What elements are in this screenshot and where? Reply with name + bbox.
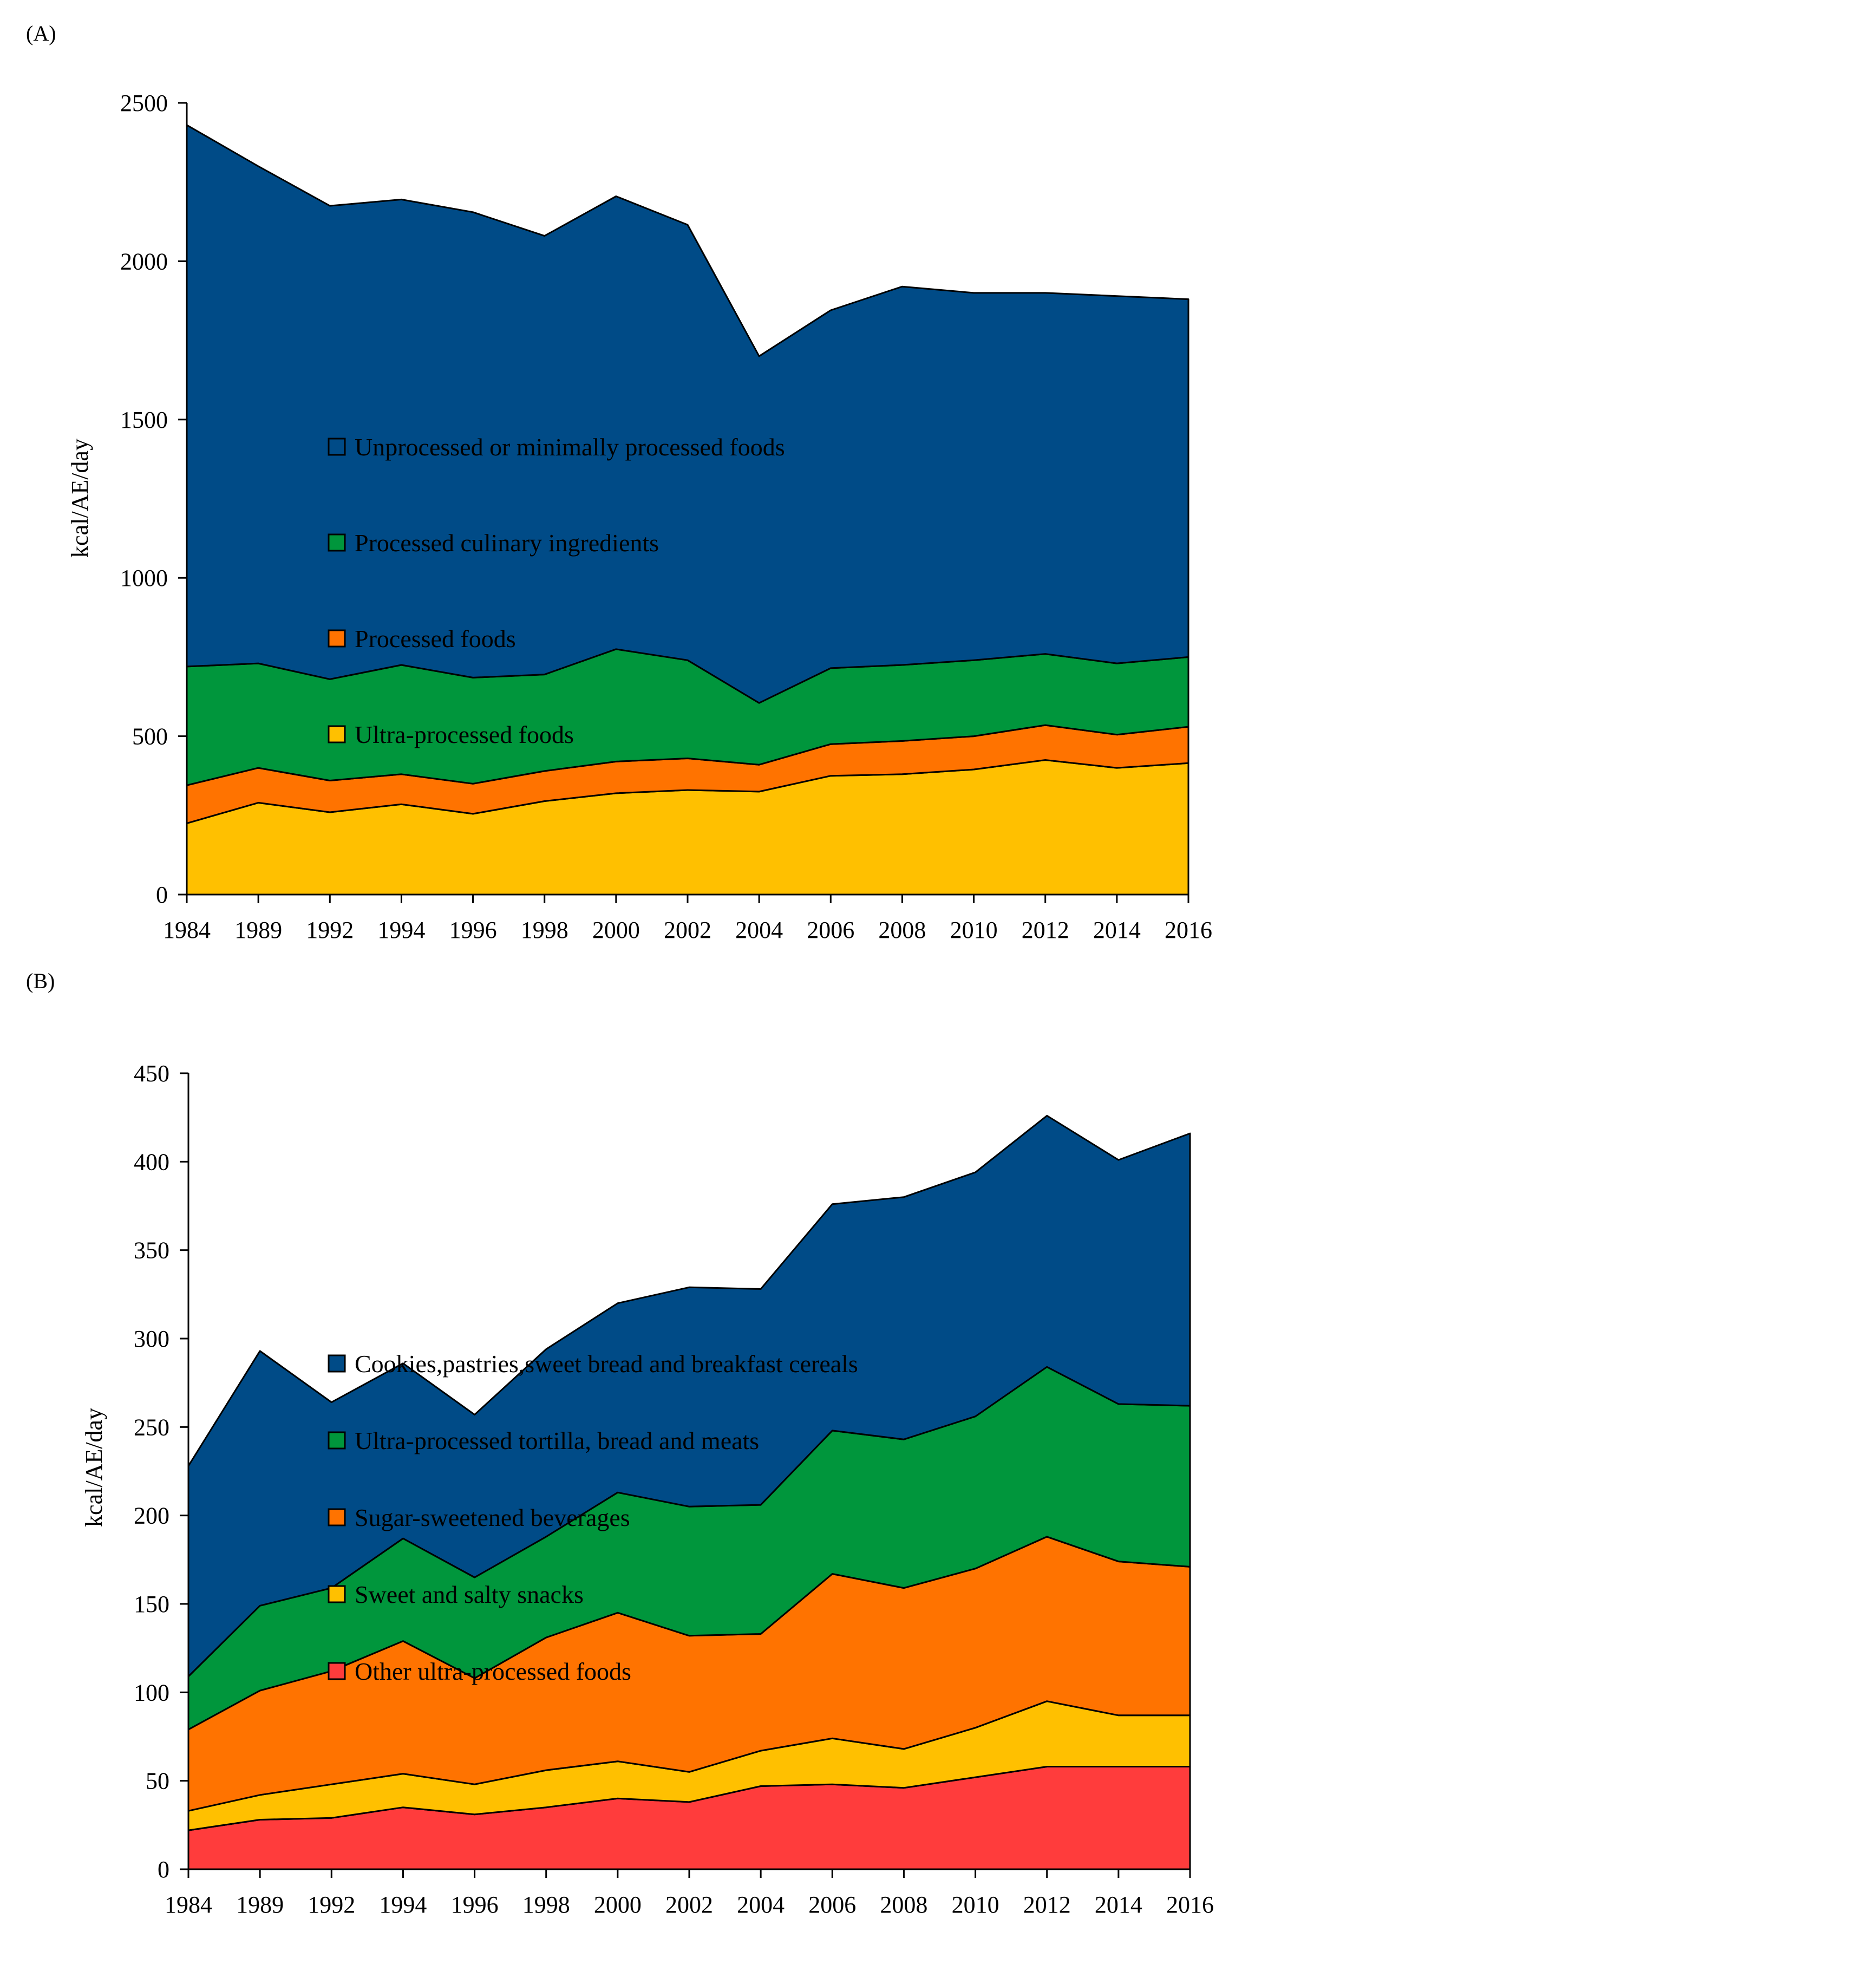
panel-b-x-tick-label: 2010: [952, 1891, 999, 1918]
panel-b-y-tick-label: 50: [146, 1768, 169, 1795]
panel-b-y-tick-label: 250: [134, 1414, 169, 1440]
panel-b-legend-label-ultra-processed-tortilla-bread-and-meats: Ultra-processed tortilla, bread and meat…: [355, 1427, 759, 1454]
panel-a-legend-label-processed-foods: Processed foods: [355, 625, 516, 653]
panel-a-x-tick-label: 2000: [592, 917, 640, 943]
panel-b-x-tick-label: 2002: [665, 1891, 713, 1918]
panel-b-y-tick-label: 150: [134, 1591, 169, 1617]
panel-b-y-axis-title: kcal/AE/day: [81, 1408, 107, 1527]
panel-b-legend-label-sugar-sweetened-beverages: Sugar-sweetened beverages: [355, 1504, 630, 1531]
panel-b: (B) 0 50 100 150 200 250 300 350 400 450 1984 1989 1…: [26, 969, 1214, 1918]
panel-a-y-axis-title: kcal/AE/day: [67, 439, 93, 558]
panel-b-areas: [187, 1114, 1191, 1870]
panel-a-areas: [186, 124, 1189, 896]
panel-a-x-tick-label: 1996: [449, 917, 497, 943]
panel-b-legend-label-sweet-and-salty-snacks: Sweet and salty snacks: [355, 1581, 584, 1608]
panel-b-area-cookies-pastries-sweet-bread-and-breakfast-cereals: [187, 1114, 1191, 1678]
panel-a: (A) 0 500 1000 1500 2000 2500 1984 1989 1992 1994…: [26, 21, 1212, 943]
panel-a-axes: 0 500 1000 1500 2000 2500 1984 1989 1992 1994 1996…: [120, 90, 1212, 943]
panel-a-y-tick-label: 2500: [120, 90, 168, 116]
panel-b-legend-label-cookies-pastries-sweet-bread-and-breakfast-cereals: Cookies,pastries,sweet bread and breakfa…: [355, 1350, 858, 1378]
panel-a-legend-swatch-unprocessed-or-minimally-processed-foods: [328, 438, 346, 456]
panel-a-x-tick-label: 1998: [521, 917, 568, 943]
panel-a-x-tick-label: 2012: [1022, 917, 1069, 943]
panel-b-x-tick-label: 1998: [522, 1891, 570, 1918]
panel-b-x-tick-label: 2008: [880, 1891, 927, 1918]
panel-b-x-tick-label: 2004: [737, 1891, 785, 1918]
panel-a-x-tick-label: 2014: [1093, 917, 1141, 943]
panel-a-y-tick-label: 1000: [120, 565, 168, 591]
panel-a-y-tick-label: 0: [156, 882, 168, 908]
panel-a-legend: Unprocessed or minimally processed foods…: [328, 433, 785, 748]
panel-b-legend-swatch-sweet-and-salty-snacks: [328, 1585, 346, 1603]
panel-b-y-tick-label: 400: [134, 1149, 169, 1175]
panel-b-legend-label-other-ultra-processed-foods: Other ultra-processed foods: [355, 1658, 631, 1685]
panel-b-x-tick-label: 2016: [1166, 1891, 1214, 1918]
panel-a-x-tick-label: 2006: [807, 917, 854, 943]
panel-b-x-tick-label: 1994: [379, 1891, 427, 1918]
panel-b-x-tick-label: 1992: [308, 1891, 355, 1918]
panel-a-y-tick-label: 1500: [120, 407, 168, 433]
panel-a-legend-swatch-ultra-processed-foods: [328, 725, 346, 743]
panel-a-x-tick-label: 1994: [377, 917, 425, 943]
panel-a-y-tick-label: 2000: [120, 248, 168, 275]
panel-b-legend-swatch-other-ultra-processed-foods: [328, 1662, 346, 1680]
panel-b-label: (B): [26, 969, 55, 993]
panel-b-y-tick-label: 350: [134, 1237, 169, 1264]
panel-b-y-tick-label: 450: [134, 1060, 169, 1087]
panel-a-x-tick-label: 2004: [735, 917, 783, 943]
panel-a-y-tick-label: 500: [132, 723, 168, 750]
panel-b-x-tick-label: 1984: [165, 1891, 212, 1918]
panel-b-x-tick-label: 2006: [808, 1891, 856, 1918]
panel-b-y-tick-label: 0: [158, 1856, 169, 1883]
panel-b-y-tick-label: 300: [134, 1326, 169, 1352]
panel-b-legend: Cookies,pastries,sweet bread and breakfa…: [328, 1350, 858, 1685]
panel-b-x-tick-label: 1989: [236, 1891, 284, 1918]
panel-a-x-tick-label: 2016: [1165, 917, 1212, 943]
panel-a-area-unprocessed-or-minimally-processed-foods: [186, 124, 1189, 704]
panel-b-y-tick-label: 100: [134, 1679, 169, 1706]
panel-b-x-tick-label: 1996: [451, 1891, 499, 1918]
panel-a-legend-label-processed-culinary-ingredients: Processed culinary ingredients: [355, 529, 659, 557]
panel-b-x-tick-label: 2000: [594, 1891, 642, 1918]
panel-a-x-tick-label: 1984: [163, 917, 211, 943]
panel-a-x-tick-label: 2008: [878, 917, 926, 943]
panel-a-label: (A): [26, 21, 56, 45]
panel-a-legend-label-ultra-processed-foods: Ultra-processed foods: [355, 721, 574, 748]
panel-b-legend-swatch-sugar-sweetened-beverages: [328, 1508, 346, 1526]
panel-a-legend-label-unprocessed-or-minimally-processed-foods: Unprocessed or minimally processed foods: [355, 433, 785, 461]
panel-a-x-tick-label: 1992: [306, 917, 354, 943]
panel-b-x-tick-label: 2014: [1095, 1891, 1142, 1918]
panel-b-legend-swatch-ultra-processed-tortilla-bread-and-meats: [328, 1431, 346, 1450]
panel-b-axes: 0 50 100 150 200 250 300 350 400 450 1984 1989 1992 1…: [134, 1060, 1214, 1918]
panel-a-legend-swatch-processed-culinary-ingredients: [328, 533, 346, 552]
panel-a-x-tick-label: 2002: [664, 917, 711, 943]
panel-a-x-tick-label: 1989: [234, 917, 282, 943]
panel-b-y-tick-label: 200: [134, 1503, 169, 1529]
panel-b-legend-swatch-cookies-pastries-sweet-bread-and-breakfast-cereals: [328, 1354, 346, 1373]
panel-b-x-tick-label: 2012: [1023, 1891, 1071, 1918]
panel-a-x-tick-label: 2010: [950, 917, 998, 943]
panel-a-legend-swatch-processed-foods: [328, 629, 346, 648]
